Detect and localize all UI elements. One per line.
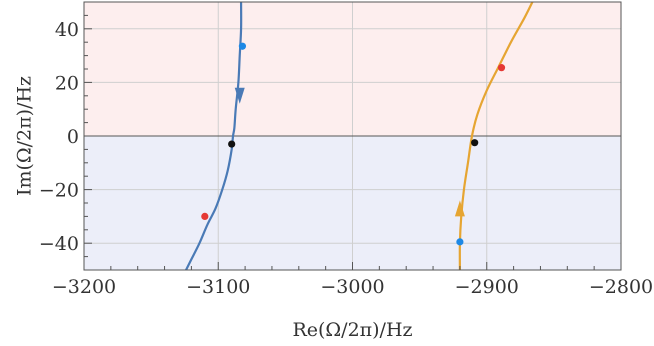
series-1-curve [458, 1, 534, 271]
series-0-marker-1 [228, 140, 236, 148]
y-tick-label: −20 [39, 180, 79, 202]
series-0-marker-2 [201, 212, 209, 220]
x-tick-label: −2800 [589, 276, 653, 298]
x-tick-label: −2900 [455, 276, 519, 298]
y-tick-label: 20 [55, 72, 79, 94]
series-0-marker-0 [238, 42, 247, 50]
series-1-marker-0 [456, 238, 464, 246]
series-0-curve [185, 1, 243, 271]
y-tick-label: −40 [39, 233, 79, 255]
grid [84, 2, 621, 270]
x-tick-label: −3100 [186, 276, 250, 298]
series-0-arrow [234, 87, 245, 104]
x-tick-label: −3200 [52, 276, 116, 298]
series-1-marker-2 [497, 64, 506, 72]
series-1-arrow [454, 200, 465, 217]
y-tick-label: 40 [55, 19, 79, 41]
x-tick-label: −3000 [320, 276, 384, 298]
series-1-marker-1 [471, 139, 479, 147]
x-axis-label: Re(Ω/2π)/Hz [292, 319, 412, 341]
series-curves [185, 1, 534, 271]
point-markers [201, 42, 506, 246]
y-axis-label: Im(Ω/2π)/Hz [14, 76, 36, 196]
y-tick-label: 0 [67, 126, 79, 148]
axis-ticks: −3200 −3100 −3000 −2900 −2800 −40 −20 0 20 40 [39, 1, 653, 298]
